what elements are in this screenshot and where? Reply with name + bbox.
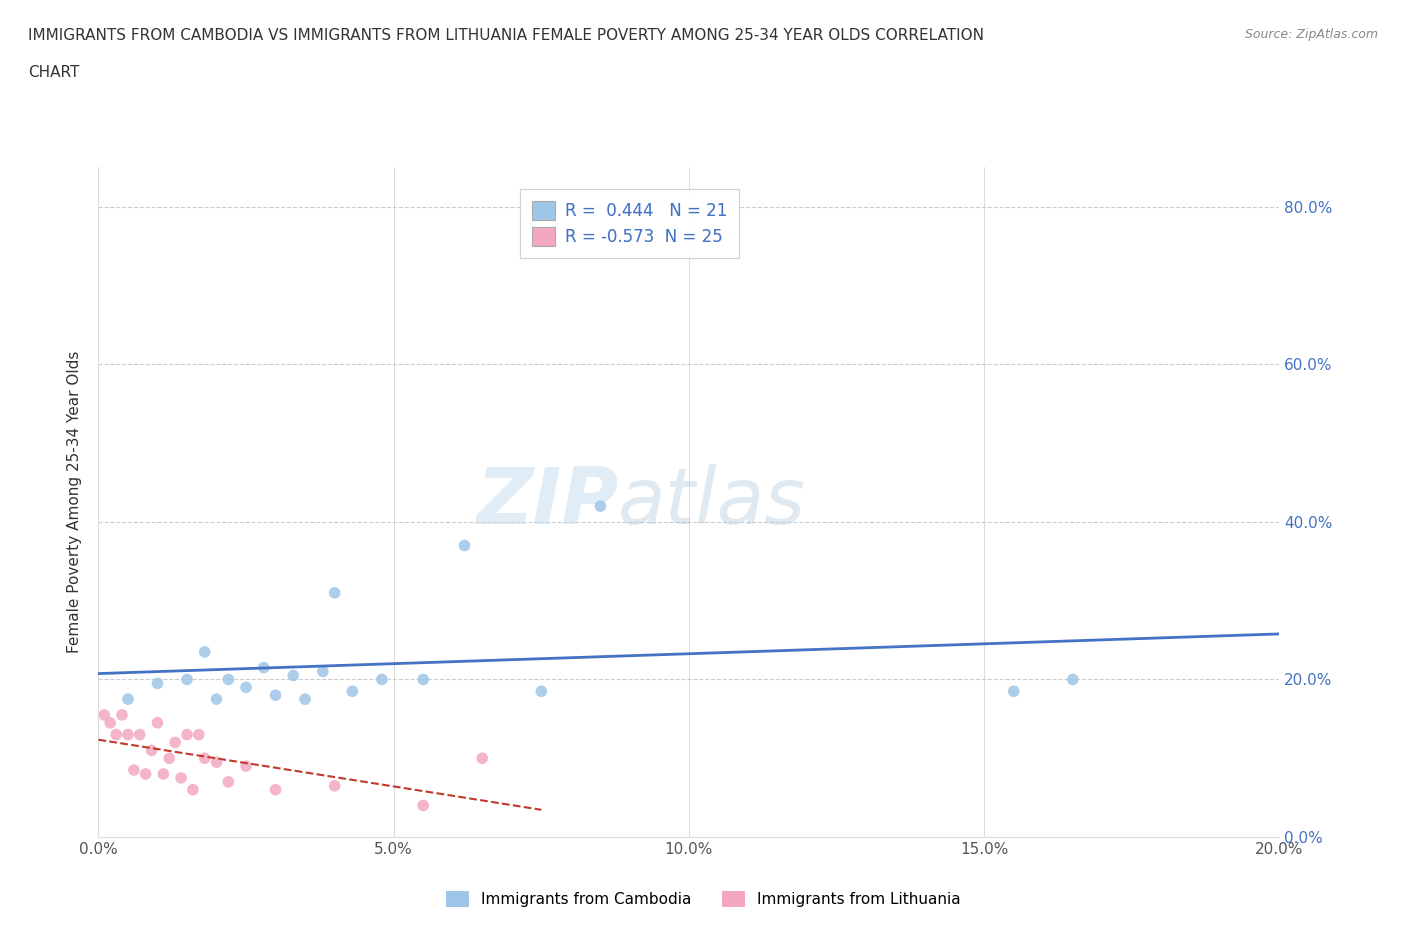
- Point: [412, 672, 434, 687]
- Y-axis label: Female Poverty Among 25-34 Year Olds: Female Poverty Among 25-34 Year Olds: [67, 351, 83, 654]
- Point: [141, 743, 163, 758]
- Point: [530, 684, 553, 698]
- Point: [165, 735, 187, 750]
- Point: [253, 660, 276, 675]
- Point: [264, 782, 287, 797]
- Point: [135, 766, 157, 781]
- Point: [181, 782, 204, 797]
- Point: [312, 664, 335, 679]
- Text: IMMIGRANTS FROM CAMBODIA VS IMMIGRANTS FROM LITHUANIA FEMALE POVERTY AMONG 25-34: IMMIGRANTS FROM CAMBODIA VS IMMIGRANTS F…: [28, 28, 984, 43]
- Legend: R =  0.444   N = 21, R = -0.573  N = 25: R = 0.444 N = 21, R = -0.573 N = 25: [520, 189, 740, 258]
- Point: [194, 751, 217, 765]
- Point: [589, 498, 612, 513]
- Point: [323, 585, 346, 600]
- Text: Source: ZipAtlas.com: Source: ZipAtlas.com: [1244, 28, 1378, 41]
- Point: [294, 692, 316, 707]
- Point: [264, 688, 287, 703]
- Point: [176, 727, 198, 742]
- Point: [93, 708, 115, 723]
- Point: [323, 778, 346, 793]
- Point: [235, 759, 257, 774]
- Point: [217, 672, 239, 687]
- Point: [157, 751, 180, 765]
- Point: [117, 727, 139, 742]
- Point: [453, 538, 475, 553]
- Point: [98, 715, 121, 730]
- Point: [117, 692, 139, 707]
- Point: [205, 755, 228, 770]
- Point: [105, 727, 128, 742]
- Legend: Immigrants from Cambodia, Immigrants from Lithuania: Immigrants from Cambodia, Immigrants fro…: [440, 884, 966, 913]
- Point: [342, 684, 364, 698]
- Point: [217, 775, 239, 790]
- Point: [187, 727, 209, 742]
- Point: [146, 715, 169, 730]
- Point: [1062, 672, 1084, 687]
- Point: [122, 763, 145, 777]
- Point: [471, 751, 494, 765]
- Point: [152, 766, 174, 781]
- Point: [412, 798, 434, 813]
- Point: [205, 692, 228, 707]
- Point: [235, 680, 257, 695]
- Point: [1002, 684, 1025, 698]
- Text: CHART: CHART: [28, 65, 80, 80]
- Point: [146, 676, 169, 691]
- Point: [128, 727, 150, 742]
- Point: [371, 672, 394, 687]
- Text: atlas: atlas: [619, 464, 806, 540]
- Point: [111, 708, 134, 723]
- Point: [194, 644, 217, 659]
- Point: [283, 668, 305, 683]
- Text: ZIP: ZIP: [475, 464, 619, 540]
- Point: [176, 672, 198, 687]
- Point: [170, 770, 193, 785]
